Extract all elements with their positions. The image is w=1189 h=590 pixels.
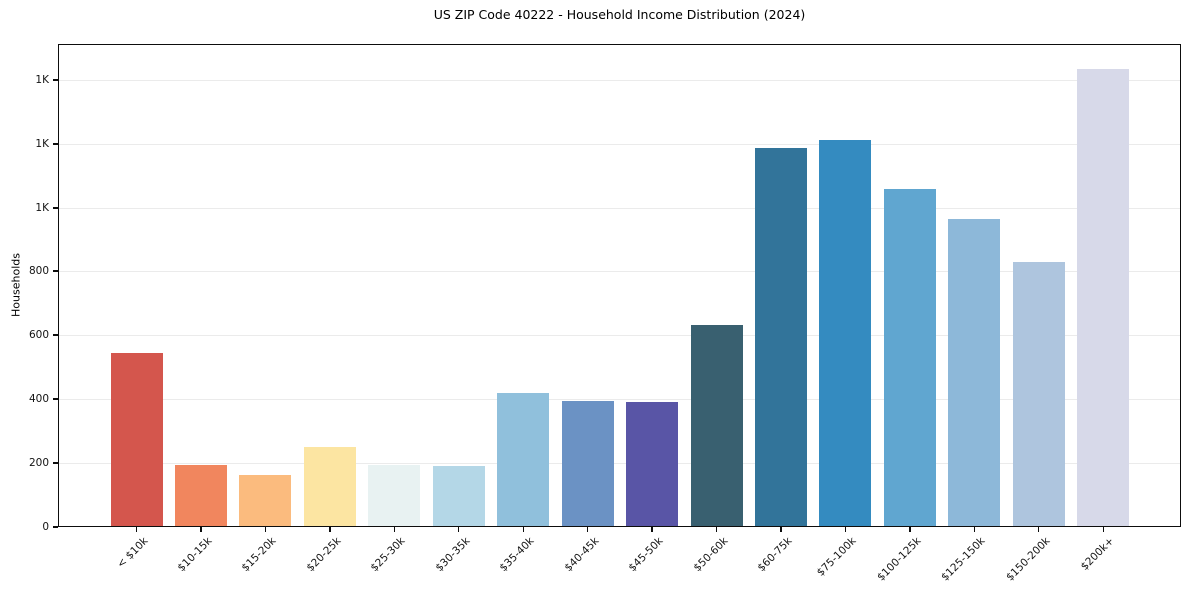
- bar-60-75k: [755, 148, 807, 527]
- bar-25-30k: [368, 465, 421, 527]
- x-tick-label: < $10k: [114, 535, 150, 571]
- bar-75-100k: [819, 140, 872, 527]
- y-tick-mark: [53, 462, 58, 464]
- bar-10k: [110, 353, 163, 527]
- bar-20-25k: [303, 447, 356, 527]
- y-tick-mark: [53, 207, 58, 209]
- bar-100-125k: [883, 189, 936, 527]
- bar-200k: [1077, 69, 1130, 527]
- y-tick-label: 1K: [35, 74, 49, 86]
- x-tick-mark: [200, 527, 202, 532]
- gridline-y-600: [58, 334, 1181, 336]
- x-tick-mark: [973, 527, 976, 532]
- x-tick-mark: [909, 527, 911, 532]
- x-tick-mark: [393, 527, 395, 532]
- gridline-y-1000: [58, 207, 1181, 209]
- gridline-y-1200: [58, 143, 1181, 145]
- y-tick-label: 400: [28, 393, 49, 405]
- bar-10-15k: [174, 465, 227, 527]
- gridline-y-200: [58, 462, 1181, 464]
- chart-title: US ZIP Code 40222 - Household Income Dis…: [433, 7, 806, 22]
- bar-45-50k: [626, 402, 679, 527]
- bar-15-20k: [239, 475, 292, 527]
- x-tick-mark: [1038, 527, 1040, 532]
- y-tick-mark: [53, 334, 58, 336]
- y-tick-label: 1K: [35, 202, 49, 214]
- y-tick-label: 0: [42, 521, 49, 533]
- y-tick-mark: [53, 526, 58, 528]
- x-tick-mark: [715, 527, 718, 532]
- y-tick-mark: [53, 143, 58, 145]
- x-tick-mark: [651, 527, 653, 532]
- x-tick-mark: [1102, 527, 1104, 532]
- y-tick-label: 1K: [35, 138, 49, 150]
- bar-30-35k: [432, 466, 485, 527]
- gridline-y-400: [58, 398, 1181, 400]
- bar-125-150k: [948, 219, 1001, 527]
- bar-150-200k: [1012, 262, 1065, 527]
- y-tick-label: 600: [28, 329, 49, 341]
- plot-area: [58, 44, 1181, 527]
- gridline-y-800: [58, 270, 1181, 272]
- y-tick-mark: [53, 398, 58, 400]
- y-tick-mark: [53, 270, 58, 272]
- y-axis-title: Households: [9, 253, 23, 317]
- x-tick-mark: [329, 527, 331, 532]
- x-tick-mark: [135, 527, 138, 532]
- bar-40-45k: [561, 401, 614, 527]
- x-tick-mark: [264, 527, 267, 532]
- bar-50-60k: [690, 325, 743, 527]
- x-tick-mark: [586, 527, 589, 532]
- x-tick-mark: [844, 527, 847, 532]
- x-tick-mark: [522, 527, 524, 532]
- bar-35-40k: [497, 393, 550, 527]
- y-tick-label: 200: [28, 457, 49, 469]
- gridline-y-1400: [58, 79, 1181, 81]
- y-tick-mark: [53, 79, 58, 81]
- x-tick-mark: [458, 527, 460, 532]
- x-tick-mark: [780, 527, 782, 532]
- y-tick-label: 800: [28, 265, 49, 277]
